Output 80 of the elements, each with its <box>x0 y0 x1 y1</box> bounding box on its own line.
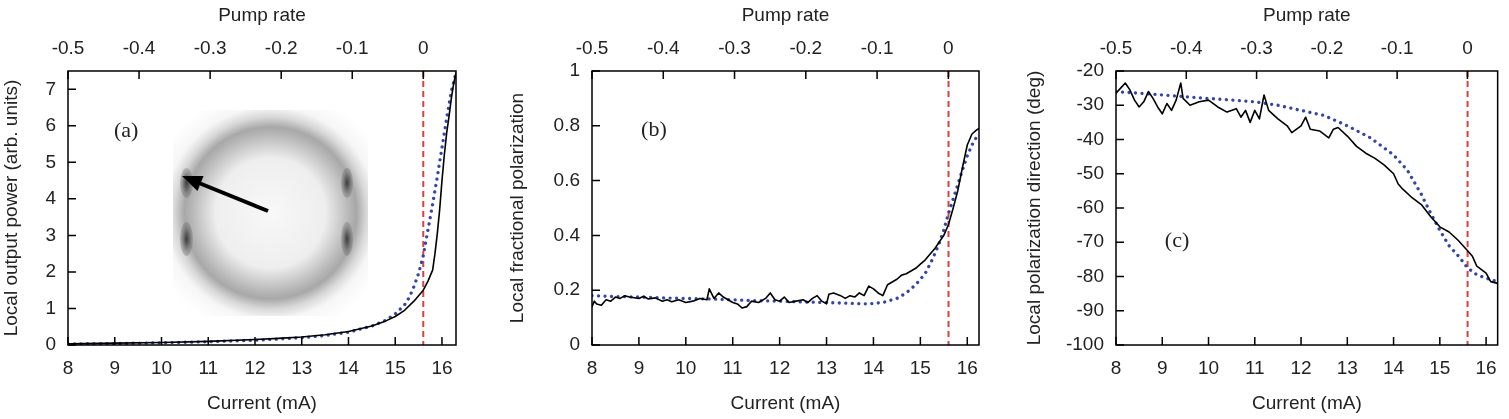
x-tick-label: 8 <box>62 356 74 378</box>
x-tick-label: 13 <box>1336 356 1358 378</box>
y-tick-label: -40 <box>1076 127 1104 149</box>
x-tick-label: 16 <box>956 356 978 378</box>
x-tick-label: 14 <box>337 356 360 378</box>
x2-tick-label: -0.2 <box>789 36 823 58</box>
x2-tick-label: -0.4 <box>122 36 156 58</box>
y-tick-label: -50 <box>1076 161 1104 183</box>
x-tick-label: 12 <box>1290 356 1312 378</box>
x-axis-title: Current (mA) <box>730 391 841 413</box>
x-tick-label: 8 <box>1110 356 1122 378</box>
x2-tick-label: -0.1 <box>860 36 894 58</box>
x2-axis-title: Pump rate <box>741 3 830 25</box>
x2-axis-title: Pump rate <box>1263 3 1351 25</box>
x-tick-label: 10 <box>150 356 173 378</box>
x2-tick-label: -0.4 <box>646 36 681 58</box>
y-tick-label: -100 <box>1065 333 1104 355</box>
y-tick-label: 2 <box>45 260 56 282</box>
x-tick-label: 11 <box>1244 356 1265 378</box>
y-tick-label: -20 <box>1076 59 1104 81</box>
x-tick-label: 11 <box>722 356 743 378</box>
y-tick-label: 6 <box>45 114 56 136</box>
x2-tick-label: -0.3 <box>1240 36 1273 58</box>
x2-tick-label: -0.2 <box>1310 36 1344 58</box>
y-tick-label: 7 <box>45 77 56 99</box>
x2-tick-label: 0 <box>943 36 954 58</box>
x-tick-label: 9 <box>633 356 645 378</box>
x-tick-label: 15 <box>909 356 931 378</box>
y-axis-title: Local polarization direction (deg) <box>1022 70 1044 346</box>
y-tick-label: 5 <box>45 150 56 172</box>
y-tick-label: 1 <box>45 296 56 318</box>
x-axis-title: Current (mA) <box>1251 391 1362 413</box>
x-tick-label: 15 <box>384 356 406 378</box>
y-tick-label: 0 <box>45 333 56 355</box>
annotation: (b) <box>641 115 667 141</box>
x-tick-label: 10 <box>675 356 697 378</box>
x-tick-label: 15 <box>1429 356 1451 378</box>
x2-tick-label: -0.3 <box>193 36 227 58</box>
x-tick-label: 11 <box>198 356 219 378</box>
x2-tick-label: -0.5 <box>51 36 85 58</box>
y-axis-title: Local fractional polarization <box>505 92 527 324</box>
x-tick-label: 8 <box>586 356 598 378</box>
y-tick-label: 1 <box>569 59 580 81</box>
x-tick-label: 14 <box>862 356 885 378</box>
x2-tick-label: -0.3 <box>718 36 751 58</box>
x-tick-label: 16 <box>431 356 453 378</box>
y-tick-label: -60 <box>1076 196 1104 218</box>
x-tick-label: 12 <box>769 356 791 378</box>
x2-tick-label: 0 <box>1462 36 1473 58</box>
x-tick-label: 9 <box>109 356 121 378</box>
y-tick-label: 0.8 <box>553 114 580 136</box>
y-tick-label: 0.2 <box>553 278 580 300</box>
y-tick-label: -30 <box>1076 93 1104 115</box>
y-tick-label: 3 <box>45 223 56 245</box>
y-tick-label: 0.4 <box>553 223 581 245</box>
x2-tick-label: -0.2 <box>264 36 298 58</box>
x2-axis-title: Pump rate <box>218 3 306 25</box>
annotation: (a) <box>113 117 139 143</box>
x-tick-label: 13 <box>815 356 838 378</box>
y-tick-label: -90 <box>1076 298 1104 320</box>
x2-tick-label: -0.1 <box>335 36 369 58</box>
y-tick-label: -70 <box>1076 230 1104 252</box>
y-tick-label: 0.6 <box>553 168 580 190</box>
y-tick-label: -80 <box>1076 264 1104 286</box>
x2-tick-label: -0.5 <box>575 36 609 58</box>
x-tick-label: 12 <box>244 356 266 378</box>
x2-tick-label: -0.1 <box>1380 36 1414 58</box>
x2-tick-label: -0.5 <box>1099 36 1133 58</box>
annotation: (c) <box>1164 226 1190 252</box>
x-axis-title: Current (mA) <box>207 391 317 413</box>
x-tick-label: 16 <box>1475 356 1497 378</box>
x-tick-label: 14 <box>1383 356 1405 378</box>
y-axis-title: Local output power (arb. units) <box>0 79 21 337</box>
y-tick-label: 0 <box>569 333 580 355</box>
x-tick-label: 13 <box>291 356 313 378</box>
x2-tick-label: -0.4 <box>1169 36 1204 58</box>
x-tick-label: 10 <box>1197 356 1220 378</box>
x-tick-label: 9 <box>1156 356 1168 378</box>
y-tick-label: 4 <box>45 187 57 209</box>
x2-tick-label: 0 <box>418 36 429 58</box>
